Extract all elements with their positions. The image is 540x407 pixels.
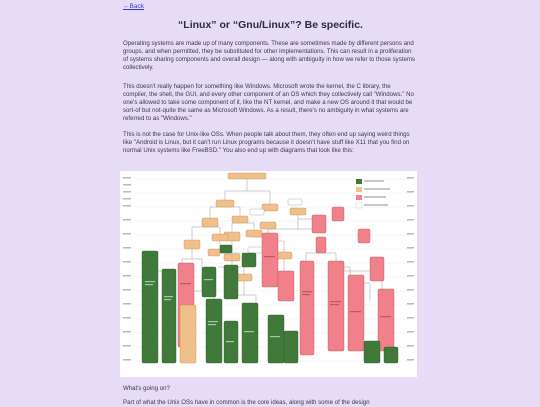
back-link[interactable]: ←Back [123,3,144,10]
page-title: “Linux” or “Gnu/Linux”? Be specific. [178,19,363,31]
mixed-tall-nodes [179,304,197,364]
unix-history-diagram [120,171,417,377]
paragraph: Part of what the Unix OSs have in common… [123,399,370,406]
paragraph: This doesn't really happen for something… [123,83,414,123]
node-label-marks [145,279,280,343]
legend [355,179,390,209]
legend-swatch-closed-source [356,195,362,200]
paragraph: This is not the case for Unix-like OSs. … [123,131,410,155]
closed-label-marks [180,256,391,318]
paragraph: What's going on? [123,385,170,392]
open-source-nodes [141,244,399,364]
legend-swatch-other [355,202,363,209]
unix-origin-node [227,172,267,180]
mixed-nodes [183,199,307,282]
paragraph: Operating systems are made up of many co… [123,40,415,72]
legend-swatch-mixed [356,187,362,192]
legend-swatch-open-source [356,179,362,184]
other-nodes [247,198,303,254]
unix-history-diagram-graphic [123,172,414,364]
year-ticks [123,177,414,361]
